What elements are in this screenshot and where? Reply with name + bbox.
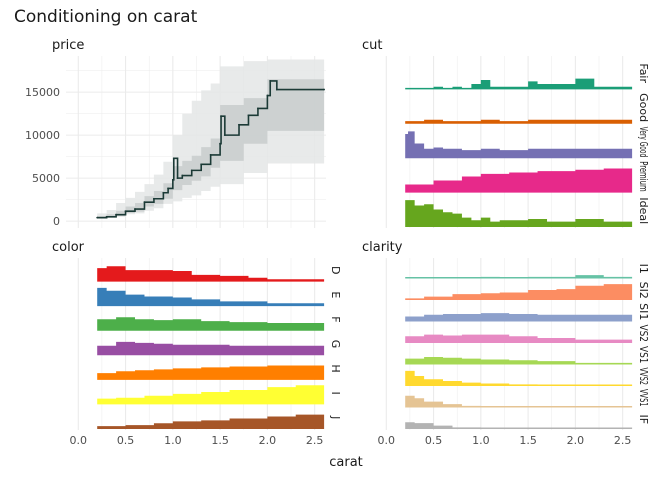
price-point <box>143 201 146 204</box>
panels: price 0 5000 10000 15000 cut Fair Good Very Good… <box>25 38 650 447</box>
figure-title: Conditioning on carat <box>14 7 198 27</box>
price-point <box>124 210 127 213</box>
ridge-label: H <box>329 364 342 372</box>
ridge-label: VS2 <box>637 325 650 343</box>
ridge-label: Good <box>637 93 650 122</box>
x-tick-label: 2.5 <box>614 434 632 447</box>
price-point <box>172 157 175 160</box>
x-axis-label: carat <box>329 455 363 470</box>
ridge-very-good <box>405 131 633 159</box>
x-tick-label: 0.0 <box>378 434 396 447</box>
ridge-label: VS1 <box>637 346 650 364</box>
panel-title: color <box>52 240 85 255</box>
ridge-label: SI2 <box>637 282 650 299</box>
x-tick-label: 0.5 <box>425 434 443 447</box>
price-point <box>96 216 99 219</box>
panel-title: cut <box>362 38 382 53</box>
ridge-if <box>405 422 633 429</box>
panel-color: color 0.0 0.5 1.0 1.5 2.0 2.5 D E F G H I J <box>52 240 342 447</box>
x-tick-label: 1.0 <box>472 434 490 447</box>
price-point <box>181 174 184 177</box>
y-tick-label: 10000 <box>25 129 60 142</box>
price-point <box>153 197 155 200</box>
ridge-label: E <box>329 291 342 298</box>
price-point <box>115 213 118 216</box>
price-point <box>223 134 226 137</box>
ridge-vvs1 <box>405 395 633 408</box>
ridge-label: Premium <box>637 161 650 191</box>
x-tick-label: 1.5 <box>211 434 229 447</box>
ridge-label: F <box>329 316 342 322</box>
price-point <box>219 142 222 145</box>
ridge-i <box>97 385 325 405</box>
panel-clarity: clarity 0.0 0.5 1.0 1.5 2.0 2.5 I1 SI2 SI1 VS2 VS1 V… <box>362 240 650 447</box>
ridge-label: I <box>329 392 342 395</box>
price-point <box>134 208 136 210</box>
ridge-g <box>97 341 325 356</box>
ridge-label: D <box>329 266 342 274</box>
ridge-label: SI1 <box>637 303 650 320</box>
ridge-label: VVS1 <box>637 389 650 407</box>
price-point <box>176 177 179 180</box>
price-step-line <box>97 80 325 219</box>
price-point <box>257 107 259 110</box>
ridge-fair <box>405 78 633 90</box>
panel-price: price 0 5000 10000 15000 <box>25 38 326 228</box>
x-tick-label: 2.5 <box>306 434 324 447</box>
ridge-label: VVS2 <box>637 368 650 386</box>
price-point <box>238 123 240 126</box>
ridge-i1 <box>405 275 633 279</box>
ridge-label: G <box>329 340 342 349</box>
price-point <box>162 191 165 194</box>
ridge-d <box>97 266 325 282</box>
price-point <box>247 114 250 117</box>
y-tick-label: 15000 <box>25 86 60 99</box>
ridge-premium <box>405 167 633 193</box>
ridge-label: I1 <box>637 264 650 274</box>
price-point <box>190 169 193 172</box>
price-point <box>275 88 278 91</box>
price-point <box>200 163 203 166</box>
x-tick-label: 2.0 <box>567 434 585 447</box>
panel-title: price <box>52 38 84 53</box>
ridge-ideal <box>405 200 633 227</box>
ridge-label: Fair <box>637 63 650 83</box>
y-tick-label: 0 <box>53 215 60 228</box>
ridge-vvs2 <box>405 370 633 386</box>
ridge-label: Ideal <box>637 197 650 224</box>
x-tick-label: 2.0 <box>259 434 277 447</box>
price-point <box>171 178 174 181</box>
ridge-label: IF <box>637 414 650 424</box>
x-tick-label: 1.0 <box>164 434 182 447</box>
panel-title: clarity <box>362 240 403 255</box>
price-point <box>209 154 212 156</box>
price-point <box>266 94 269 97</box>
price-point <box>105 215 108 218</box>
ridge-vs2 <box>405 334 633 343</box>
ridge-label: Very Good <box>637 127 650 157</box>
ridge-good <box>405 119 633 124</box>
ridge-vs1 <box>405 356 633 365</box>
x-tick-label: 1.5 <box>519 434 537 447</box>
price-point <box>167 187 170 190</box>
panel-cut: cut Fair Good Very Good Premium Ideal <box>362 38 650 228</box>
price-point <box>220 115 222 118</box>
ridge-si1 <box>405 313 633 322</box>
x-tick-label: 0.5 <box>117 434 135 447</box>
ridge-f <box>97 317 325 331</box>
price-point <box>323 88 326 91</box>
ridge-si2 <box>405 283 633 300</box>
x-tick-label: 0.0 <box>70 434 88 447</box>
price-point <box>269 80 272 82</box>
ridge-e <box>97 287 325 307</box>
ridge-h <box>97 364 325 380</box>
y-tick-label: 5000 <box>32 172 60 185</box>
ridge-j <box>97 413 325 429</box>
ridge-label: J <box>329 415 342 419</box>
